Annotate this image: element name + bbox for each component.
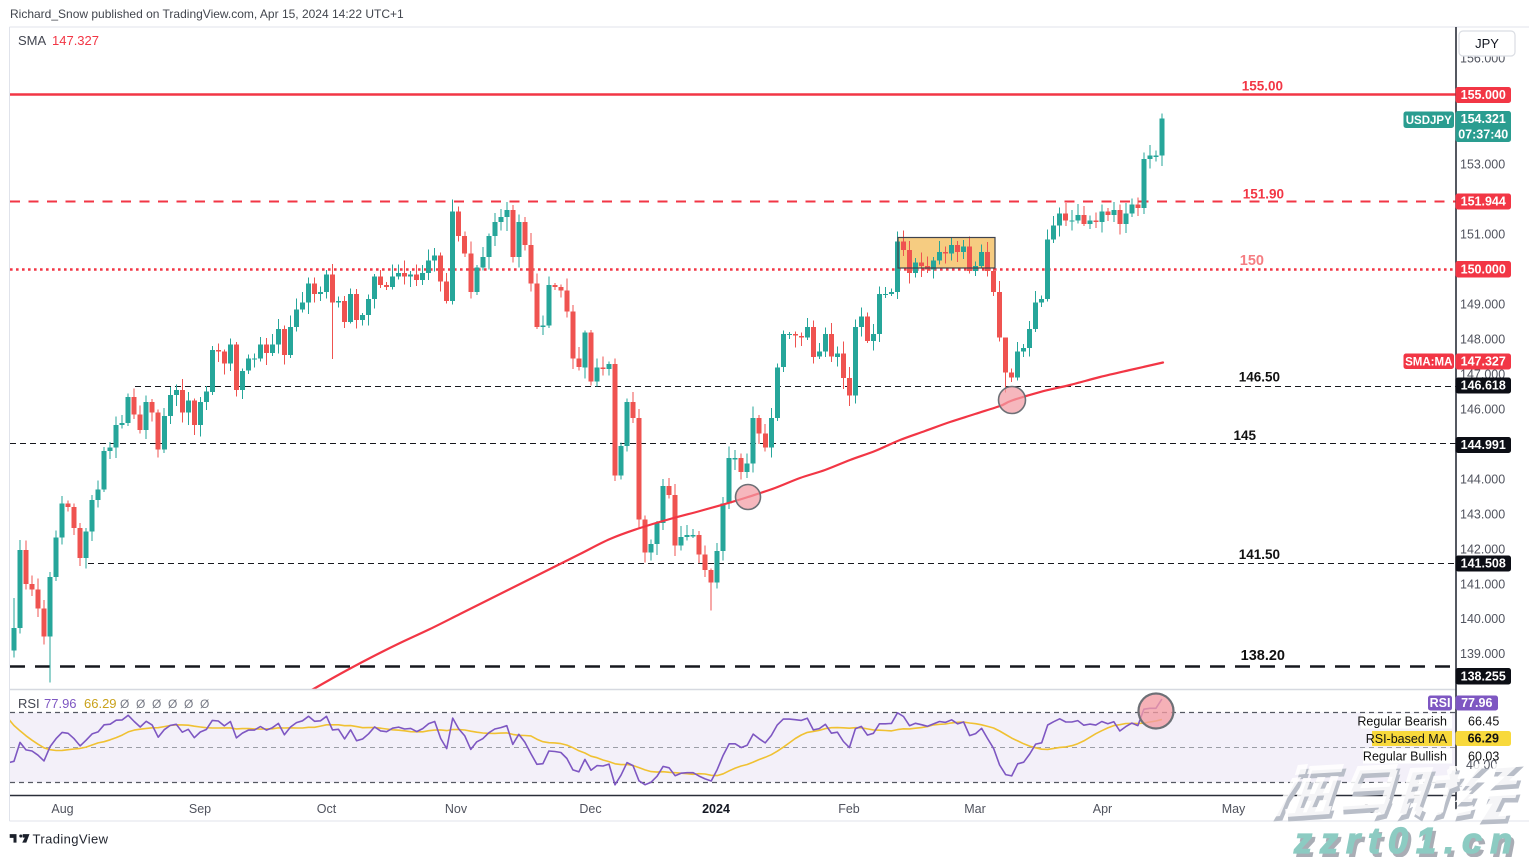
svg-text:147.327: 147.327	[1461, 355, 1506, 369]
svg-text:Ø: Ø	[184, 697, 193, 711]
svg-text:155.00: 155.00	[1242, 79, 1283, 94]
svg-text:66.29: 66.29	[1468, 732, 1499, 746]
svg-text:66.45: 66.45	[1468, 715, 1499, 729]
svg-text:153.000: 153.000	[1460, 158, 1505, 172]
svg-text:Ø: Ø	[136, 697, 145, 711]
svg-text:139.000: 139.000	[1460, 647, 1505, 661]
svg-text:147.327: 147.327	[52, 33, 99, 48]
svg-text:145: 145	[1233, 428, 1256, 443]
svg-text:Ø: Ø	[168, 697, 177, 711]
svg-text:zzrt01.cn: zzrt01.cn	[1296, 824, 1523, 857]
svg-text:Apr: Apr	[1093, 802, 1112, 816]
svg-text:141.50: 141.50	[1239, 547, 1280, 562]
svg-text:77.96: 77.96	[1461, 696, 1492, 710]
svg-text:2024: 2024	[702, 802, 730, 816]
svg-text:138.255: 138.255	[1461, 670, 1506, 684]
svg-text:Feb: Feb	[838, 802, 860, 816]
svg-text:Ø: Ø	[120, 697, 129, 711]
svg-text:138.20: 138.20	[1241, 648, 1285, 664]
svg-text:JPY: JPY	[1475, 36, 1499, 51]
svg-text:146.000: 146.000	[1460, 402, 1505, 416]
svg-text:Regular Bullish: Regular Bullish	[1363, 750, 1447, 764]
svg-text:77.96: 77.96	[44, 696, 77, 711]
svg-text:150.000: 150.000	[1461, 262, 1506, 276]
svg-text:Aug: Aug	[51, 802, 73, 816]
svg-text:148.000: 148.000	[1460, 333, 1505, 347]
svg-text:143.000: 143.000	[1460, 507, 1505, 521]
svg-text:151.000: 151.000	[1460, 228, 1505, 242]
svg-text:149.000: 149.000	[1460, 298, 1505, 312]
svg-text:151.944: 151.944	[1461, 195, 1506, 209]
svg-text:141.000: 141.000	[1460, 577, 1505, 591]
svg-text:Sep: Sep	[189, 802, 211, 816]
svg-text:SMA: SMA	[18, 33, 47, 48]
svg-text:144.991: 144.991	[1461, 438, 1506, 452]
svg-text:146.618: 146.618	[1461, 379, 1506, 393]
svg-text:Dec: Dec	[579, 802, 601, 816]
svg-text:RSI-based MA: RSI-based MA	[1366, 732, 1448, 746]
svg-text:Regular Bearish: Regular Bearish	[1357, 715, 1447, 729]
svg-text:60.03: 60.03	[1468, 750, 1499, 764]
svg-text:RSI: RSI	[1430, 696, 1451, 710]
svg-text:Ø: Ø	[200, 697, 209, 711]
svg-text:May: May	[1222, 802, 1246, 816]
svg-text:zzrt01.cn: zzrt01.cn	[1293, 820, 1520, 857]
svg-text:66.29: 66.29	[84, 696, 117, 711]
svg-text:USDJPY: USDJPY	[1406, 115, 1452, 127]
svg-text:Oct: Oct	[317, 802, 337, 816]
svg-text:155.000: 155.000	[1461, 88, 1506, 102]
svg-text:154.321: 154.321	[1461, 112, 1506, 126]
svg-text:07:37:40: 07:37:40	[1458, 127, 1508, 141]
svg-text:Nov: Nov	[445, 802, 468, 816]
svg-text:RSI: RSI	[18, 696, 40, 711]
svg-text:TradingView: TradingView	[33, 831, 109, 846]
svg-text:151.90: 151.90	[1243, 187, 1284, 202]
svg-text:150: 150	[1240, 253, 1264, 269]
svg-text:144.000: 144.000	[1460, 472, 1505, 486]
svg-text:Mar: Mar	[964, 802, 986, 816]
svg-text:SMA:MA: SMA:MA	[1405, 356, 1452, 368]
svg-text:146.50: 146.50	[1239, 370, 1280, 385]
svg-text:142.000: 142.000	[1460, 542, 1505, 556]
svg-text:Ø: Ø	[152, 697, 161, 711]
svg-text:140.000: 140.000	[1460, 612, 1505, 626]
svg-text:141.508: 141.508	[1461, 557, 1506, 571]
